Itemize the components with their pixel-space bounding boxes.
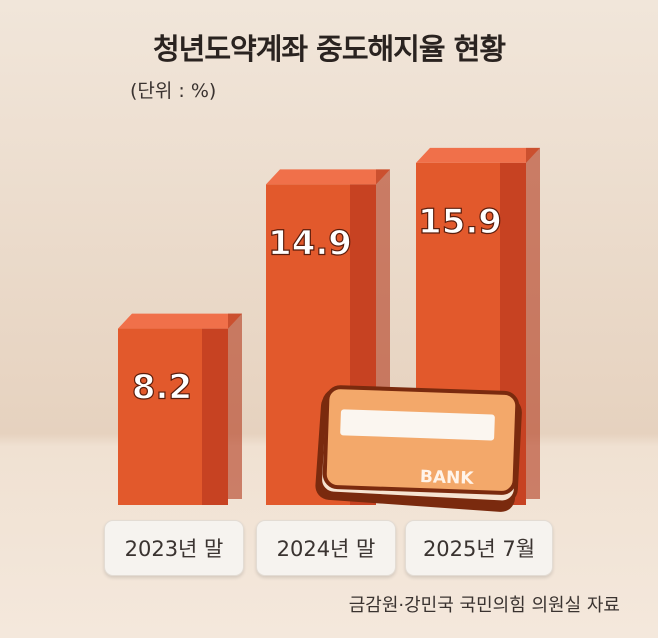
card-stripe <box>340 409 495 441</box>
bar-edge-2 <box>526 147 540 499</box>
data-label-2: 15.9 <box>418 202 502 242</box>
bar-front-0 <box>118 328 202 505</box>
unit-label: (단위 : %) <box>130 80 217 102</box>
bar-top-1 <box>266 169 390 185</box>
chart-title: 청년도약계좌 중도해지율 현황 <box>152 32 506 66</box>
card-bank-text: BANK <box>420 467 475 489</box>
bar-top-2 <box>416 147 540 163</box>
data-label-1: 14.9 <box>268 223 352 263</box>
bar-top-0 <box>118 313 242 329</box>
category-label-2: 2025년 7월 <box>405 520 553 576</box>
category-label-0: 2023년 말 <box>104 520 244 576</box>
category-label-1: 2024년 말 <box>256 520 396 576</box>
bar-side-0 <box>202 328 228 505</box>
bank-card-illustration: BANK <box>315 385 522 512</box>
source-note: 금감원·강민국 국민의힘 의원실 자료 <box>348 595 620 616</box>
bar-0: 8.2 <box>118 313 242 505</box>
data-label-0: 8.2 <box>132 368 192 408</box>
bar-edge-0 <box>228 313 242 499</box>
